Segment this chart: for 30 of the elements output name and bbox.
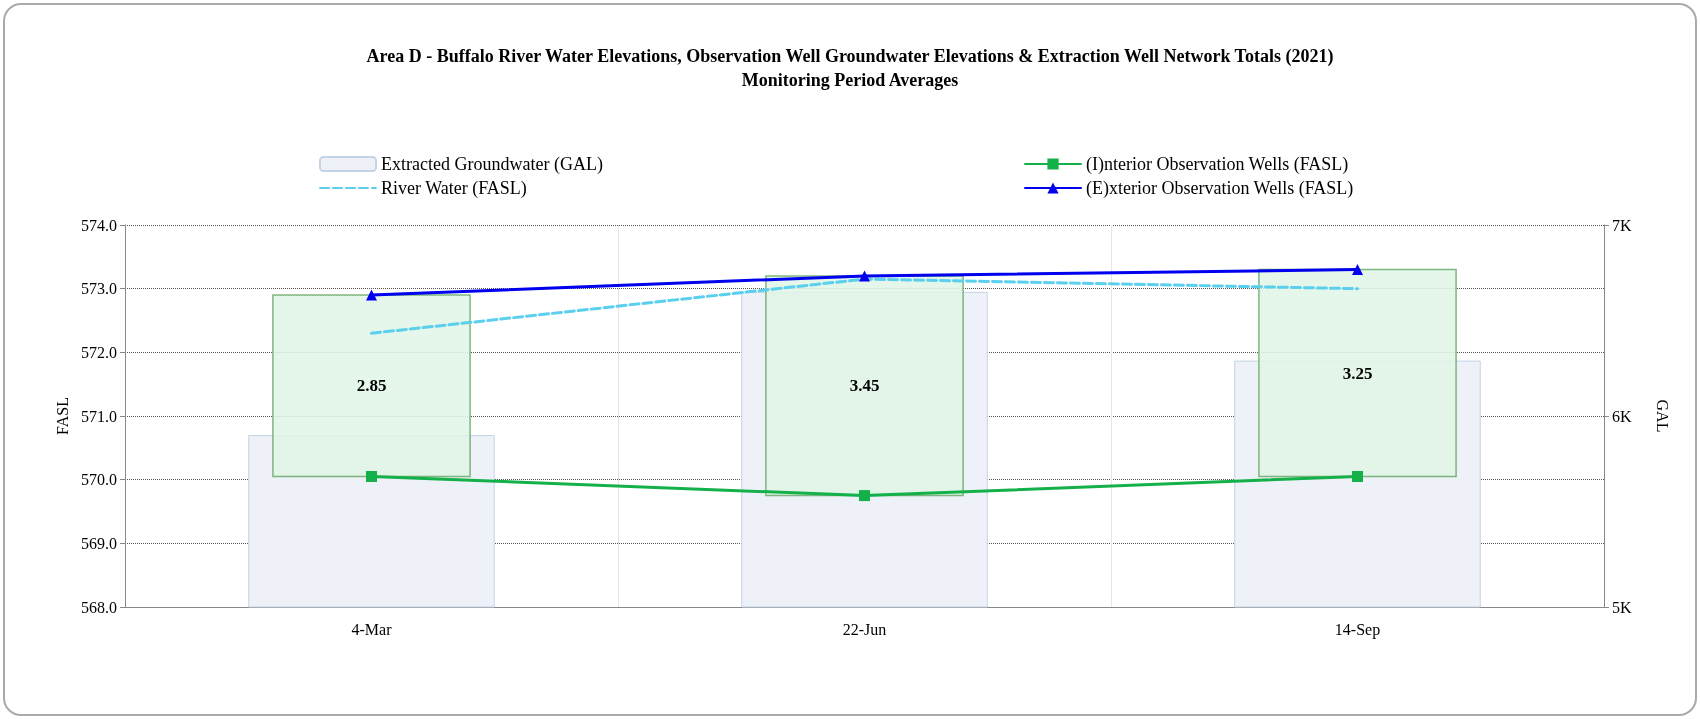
legend-label: River Water (FASL) (381, 178, 527, 199)
chart-title: Area D - Buffalo River Water Elevations, Observation Well Groundwater Elevations & Extraction Well Network Totals (2021) (366, 46, 1334, 67)
legend-label: Extracted Groundwater (GAL) (381, 154, 603, 175)
y-tick-label: 568.0 (81, 598, 117, 616)
data-label: 3.25 (1342, 363, 1373, 383)
y-tick-label: 573.0 (81, 280, 117, 298)
y-tick-label: 571.0 (81, 407, 117, 425)
point (1352, 470, 1363, 482)
data-label: 3.45 (849, 376, 880, 396)
x-tick-label: 22-Jun (842, 620, 887, 638)
point (859, 270, 870, 282)
y-tick-label: 574.0 (81, 216, 117, 234)
data-label: 2.85 (356, 376, 387, 396)
y2-tick-label: 7K (1612, 216, 1632, 234)
x-tick-label: 4-Mar (351, 620, 393, 638)
legend-label: (E)xterior Observation Wells (FASL) (1086, 178, 1354, 199)
point (366, 470, 377, 482)
y-tick-label: 570.0 (81, 471, 117, 489)
y2-axis-title: GAL (1653, 399, 1671, 433)
legend-label: (I)nterior Observation Wells (FASL) (1086, 154, 1349, 175)
y2-tick-label: 6K (1612, 407, 1632, 425)
point (1352, 264, 1363, 276)
y-tick-label: 569.0 (81, 534, 117, 552)
y-axis-title: FASL (53, 397, 71, 435)
point (366, 289, 377, 301)
y2-tick-label: 5K (1612, 598, 1632, 616)
y-tick-label: 572.0 (81, 343, 117, 361)
point (859, 490, 870, 502)
x-tick-label: 14-Sep (1334, 620, 1381, 639)
chart-subtitle: Monitoring Period Averages (741, 70, 959, 90)
